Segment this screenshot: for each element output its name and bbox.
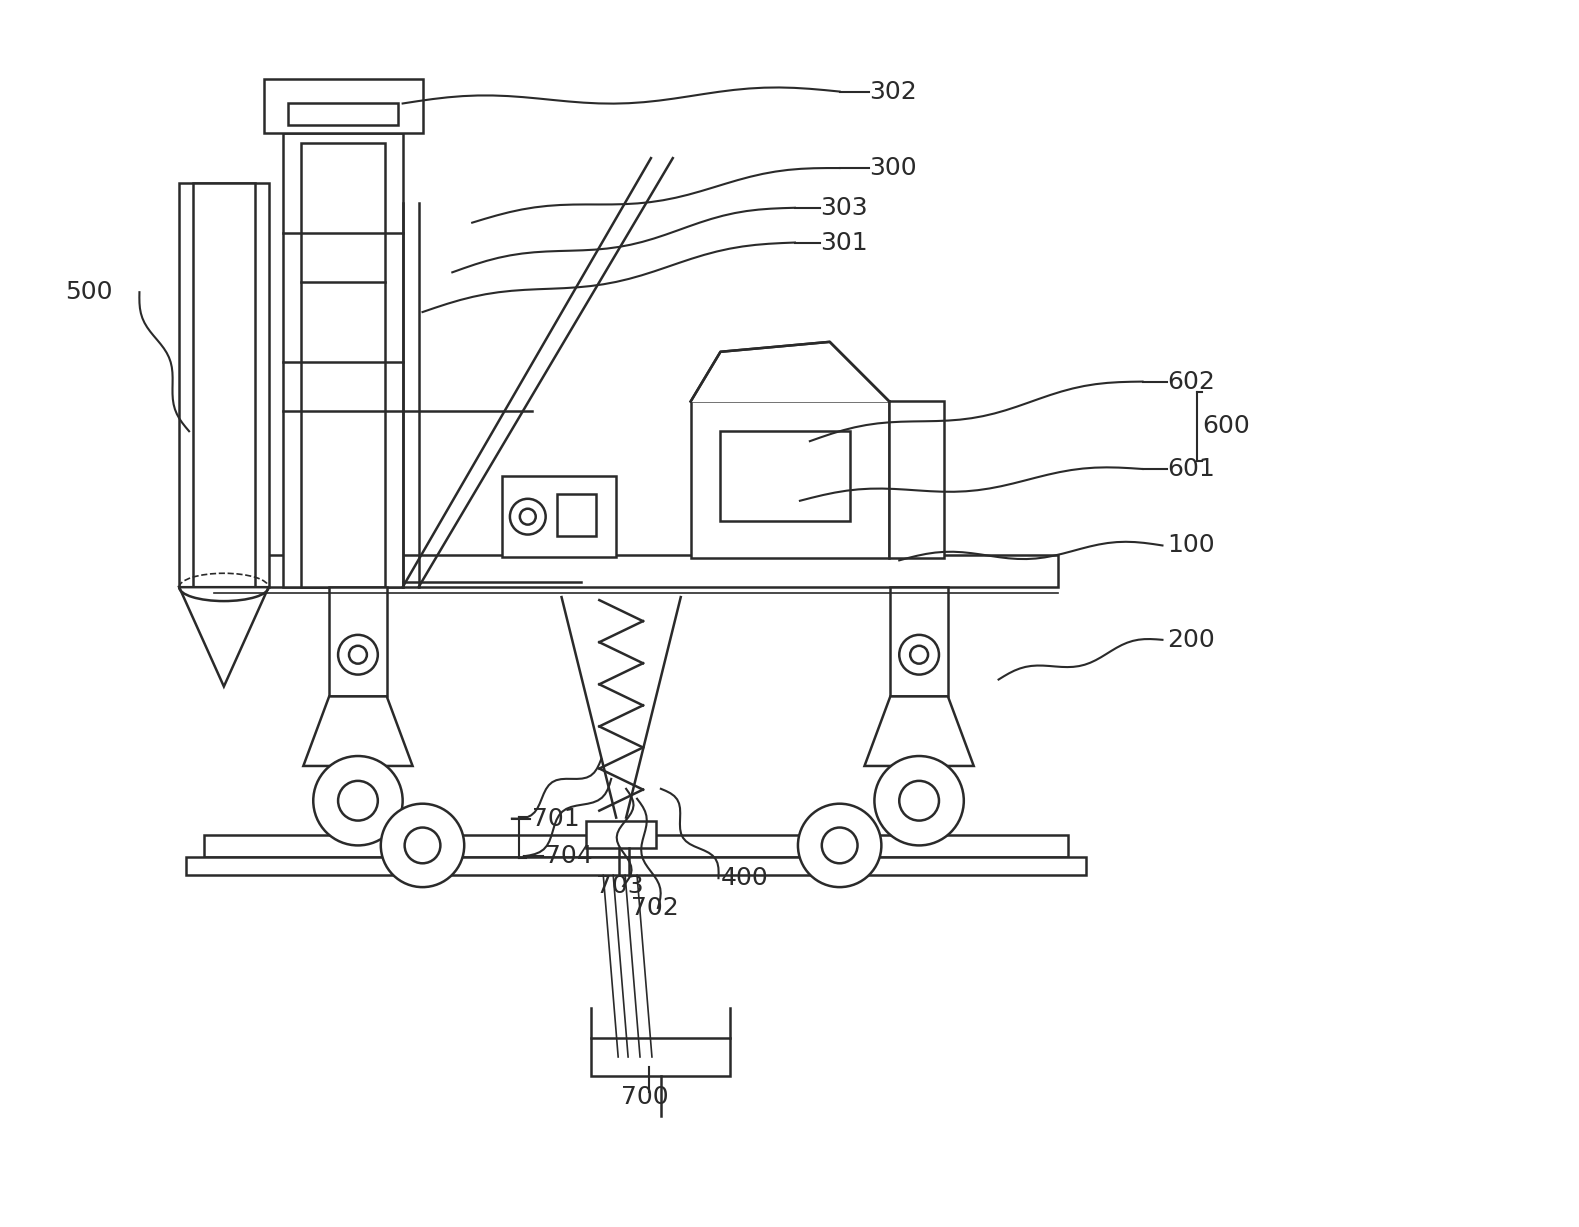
Bar	[690, 401, 889, 558]
Circle shape	[900, 634, 940, 675]
Circle shape	[338, 634, 377, 675]
Bar	[302, 144, 385, 588]
Circle shape	[510, 499, 546, 535]
Bar	[213, 556, 1058, 588]
Text: 703: 703	[597, 874, 644, 898]
Circle shape	[338, 780, 377, 821]
Text: 100: 100	[1167, 534, 1216, 557]
Bar	[264, 79, 423, 134]
Text: 702: 702	[632, 896, 679, 920]
Text: 602: 602	[1167, 369, 1216, 394]
Bar	[289, 103, 398, 125]
Circle shape	[875, 756, 963, 845]
Circle shape	[381, 804, 464, 887]
Text: 301: 301	[820, 231, 867, 254]
Bar	[178, 183, 268, 588]
Bar	[586, 821, 655, 848]
Bar	[720, 431, 850, 520]
Bar	[556, 493, 597, 535]
Bar	[502, 476, 616, 557]
Text: 300: 300	[870, 156, 917, 180]
Text: 600: 600	[1202, 415, 1251, 438]
Text: 704: 704	[545, 844, 592, 869]
Text: 200: 200	[1167, 628, 1216, 652]
Text: 500: 500	[65, 280, 112, 304]
Bar	[889, 401, 944, 558]
Text: 700: 700	[621, 1085, 669, 1109]
Circle shape	[910, 645, 928, 664]
Bar	[193, 183, 254, 588]
Text: 701: 701	[532, 806, 579, 831]
Bar	[186, 858, 1086, 875]
Circle shape	[519, 509, 535, 525]
Polygon shape	[864, 697, 974, 766]
Bar	[891, 588, 947, 697]
Text: 601: 601	[1167, 456, 1216, 481]
Text: 400: 400	[720, 866, 769, 891]
Polygon shape	[178, 588, 268, 686]
Circle shape	[821, 827, 857, 864]
Circle shape	[404, 827, 441, 864]
Circle shape	[797, 804, 881, 887]
Text: 303: 303	[820, 196, 867, 220]
Bar	[284, 134, 403, 588]
Bar	[592, 1038, 731, 1076]
Polygon shape	[690, 342, 889, 401]
Circle shape	[349, 645, 366, 664]
Circle shape	[900, 780, 940, 821]
Polygon shape	[303, 697, 412, 766]
Text: 302: 302	[870, 80, 917, 103]
Bar	[204, 836, 1067, 858]
Bar	[328, 588, 387, 697]
Circle shape	[313, 756, 403, 845]
